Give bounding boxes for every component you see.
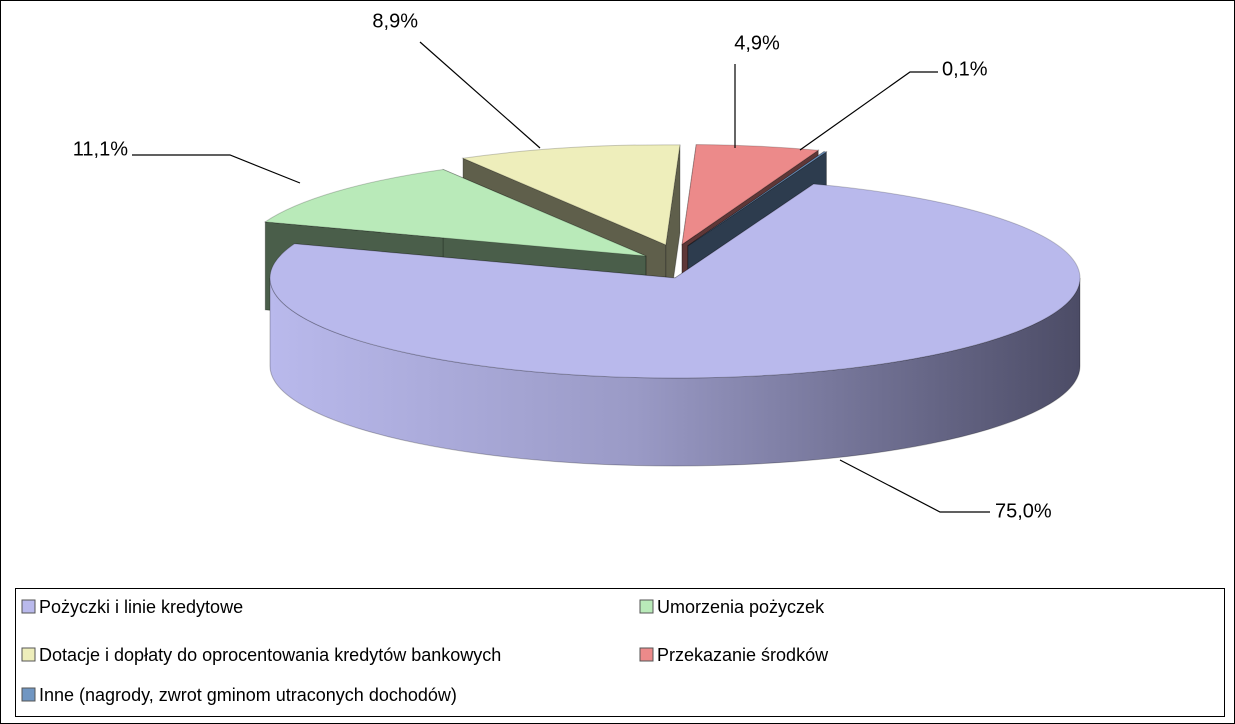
slice [461,144,681,246]
legend-label: Przekazanie środków [657,645,829,665]
data-label: 8,9% [372,10,418,32]
legend-swatch [639,647,654,662]
legend-swatch [21,599,36,614]
legend-label: Dotacje i dopłaty do oprocentowania kred… [39,645,501,665]
data-label: 11,1% [73,138,128,160]
leader-line [799,71,938,151]
slice [263,168,647,257]
legend-swatch [21,687,36,702]
data-label: 0,1% [942,58,988,80]
legend-swatch [21,647,36,662]
leader-line [839,459,990,513]
leader-line [132,154,301,184]
data-label: 4,9% [734,32,780,54]
legend-label: Inne (nagrody, zwrot gminom utraconych d… [39,685,457,705]
slice [269,183,1081,379]
leader-line [419,41,541,149]
legend-box [15,588,1225,717]
slice [681,143,820,246]
slice [687,151,828,247]
legend-label: Umorzenia pożyczek [657,597,825,617]
data-label: 75,0% [995,500,1052,522]
legend-label: Pożyczki i linie kredytowe [39,597,243,617]
legend-swatch [639,599,654,614]
